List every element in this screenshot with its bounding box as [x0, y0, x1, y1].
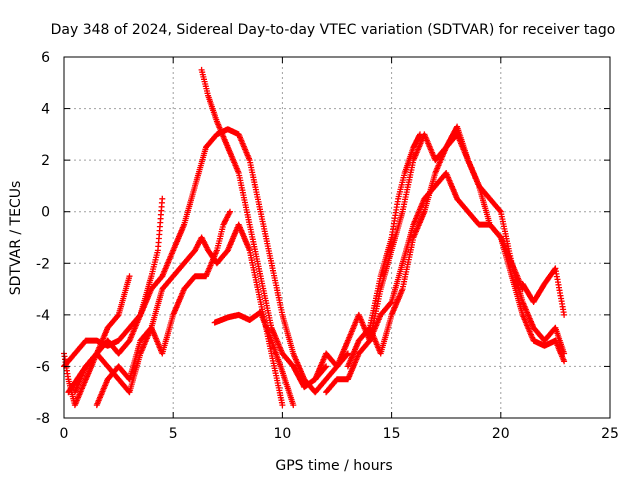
marker-trace: [323, 170, 568, 396]
marker-trace: [366, 131, 423, 331]
marker-trace: [519, 265, 568, 318]
series-track-j: [344, 123, 526, 370]
y-axis-label: SDTVAR / TECUs: [8, 181, 24, 296]
chart-title: Day 348 of 2024, Sidereal Day-to-day VTE…: [51, 22, 616, 38]
marker-trace: [198, 66, 330, 391]
x-tick-label: 10: [273, 426, 291, 442]
y-tick-label: 0: [41, 205, 50, 221]
marker-trace: [71, 273, 133, 396]
marker-trace: [211, 309, 297, 409]
marker-trace: [344, 123, 526, 370]
x-axis-label: GPS time / hours: [275, 458, 392, 474]
y-tick-label: 4: [41, 102, 50, 118]
x-tick-label: 0: [60, 426, 69, 442]
x-tick-label: 25: [601, 426, 619, 442]
marker-trace: [65, 126, 351, 396]
axis-ticks: 0 5 10 15 20 25 -8 -6 -4 -2 0 2 4 6: [36, 50, 619, 442]
data-markers: [61, 66, 568, 409]
series-track-e: [93, 208, 233, 409]
y-tick-label: -6: [36, 359, 50, 375]
series-track-k: [366, 131, 423, 331]
series-track-f: [198, 66, 330, 391]
y-tick-label: -2: [36, 256, 50, 272]
y-tick-label: -8: [36, 411, 50, 427]
series-track-c: [61, 195, 166, 370]
y-tick-label: -4: [36, 308, 50, 324]
series-track-l: [519, 265, 568, 318]
marker-trace: [61, 195, 166, 370]
y-tick-label: 2: [41, 153, 50, 169]
plot-frame: [63, 56, 611, 419]
y-tick-label: 6: [41, 50, 50, 66]
series-track-b: [65, 126, 351, 396]
series-track-d: [71, 273, 133, 396]
x-tick-label: 5: [169, 426, 178, 442]
x-tick-label: 20: [492, 426, 510, 442]
marker-trace: [93, 208, 233, 409]
series-track-g: [211, 309, 297, 409]
series-track-i: [323, 170, 568, 396]
x-tick-label: 15: [383, 426, 401, 442]
